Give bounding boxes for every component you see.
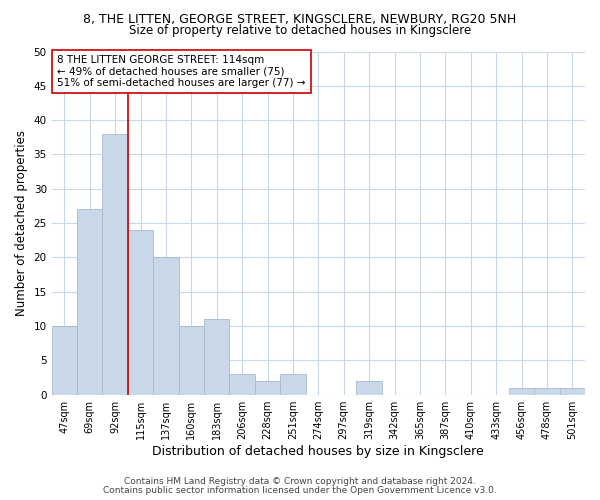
Text: Contains public sector information licensed under the Open Government Licence v3: Contains public sector information licen… [103,486,497,495]
Bar [179,326,204,394]
Bar [255,381,280,394]
Bar [229,374,255,394]
Y-axis label: Number of detached properties: Number of detached properties [15,130,28,316]
Bar [509,388,534,394]
Bar [534,388,560,394]
Bar [560,388,585,394]
Bar [204,319,229,394]
Bar [280,374,305,394]
Text: 8, THE LITTEN, GEORGE STREET, KINGSCLERE, NEWBURY, RG20 5NH: 8, THE LITTEN, GEORGE STREET, KINGSCLERE… [83,12,517,26]
Text: Size of property relative to detached houses in Kingsclere: Size of property relative to detached ho… [129,24,471,37]
Bar [52,326,77,394]
X-axis label: Distribution of detached houses by size in Kingsclere: Distribution of detached houses by size … [152,444,484,458]
Bar [356,381,382,394]
Text: Contains HM Land Registry data © Crown copyright and database right 2024.: Contains HM Land Registry data © Crown c… [124,477,476,486]
Text: 8 THE LITTEN GEORGE STREET: 114sqm
← 49% of detached houses are smaller (75)
51%: 8 THE LITTEN GEORGE STREET: 114sqm ← 49%… [57,55,305,88]
Bar [77,210,103,394]
Bar [103,134,128,394]
Bar [153,258,179,394]
Bar [128,230,153,394]
